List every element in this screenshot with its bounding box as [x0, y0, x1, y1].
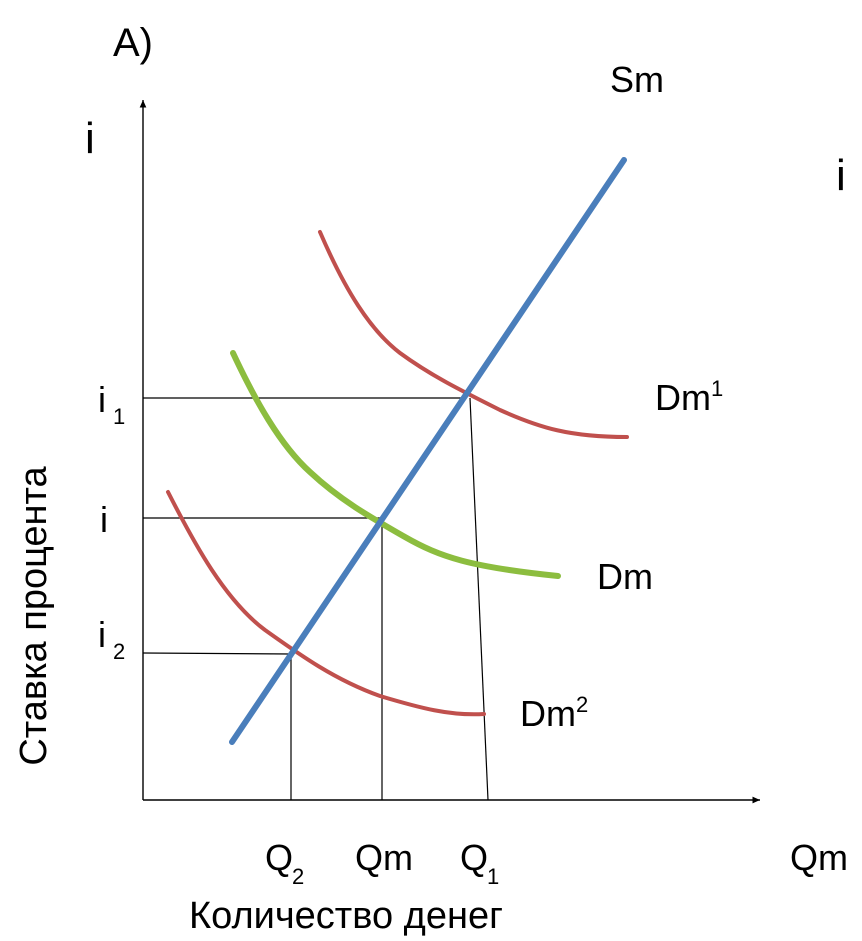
x-axis-title: Количество денег [189, 895, 503, 937]
supply-line [229, 157, 627, 745]
y-tick-i1-sub: 1 [113, 404, 125, 429]
panel-label: A) [113, 21, 153, 65]
demand-high-label-sup: 1 [711, 376, 723, 401]
demand-high-label: Dm1 [655, 376, 723, 418]
x-tick-qm: Qm [355, 837, 413, 878]
demand-low-label-base: Dm [520, 693, 576, 734]
y-tick-i-base: i [100, 499, 108, 540]
demand-high-curve [318, 230, 629, 439]
demand-label: Dm [597, 556, 653, 597]
supply-label: Sm [610, 59, 664, 100]
y-tick-i1-base: i [98, 379, 106, 420]
x-axis-symbol: Qm [790, 837, 848, 878]
y-axis-symbol-right: i [836, 151, 846, 200]
x-tick-qm-base: Qm [355, 837, 413, 878]
demand-high-label-base: Dm [655, 377, 711, 418]
demand-curve [230, 350, 561, 579]
y-axis-symbol: i [85, 114, 95, 163]
y-tick-i2-sub: 2 [113, 639, 125, 664]
guide-lines [142, 397, 489, 801]
x-tick-q2-base: Q [265, 837, 293, 878]
demand-low-label-sup: 2 [576, 692, 588, 717]
x-tick-q1: Q1 [460, 837, 499, 889]
y-axis-title: Ставка процента [13, 465, 55, 765]
x-tick-q2: Q2 [265, 837, 304, 889]
x-tick-q1-sub: 1 [487, 864, 499, 889]
demand-low-curve [166, 490, 486, 717]
y-tick-i2-base: i [98, 614, 106, 655]
x-tick-q2-sub: 2 [292, 864, 304, 889]
guide-i2-horizontal [142, 652, 292, 655]
y-tick-i: i [100, 499, 108, 540]
guide-q1-vertical [469, 397, 489, 801]
demand-low-label: Dm2 [520, 692, 588, 734]
x-tick-q1-base: Q [460, 837, 488, 878]
